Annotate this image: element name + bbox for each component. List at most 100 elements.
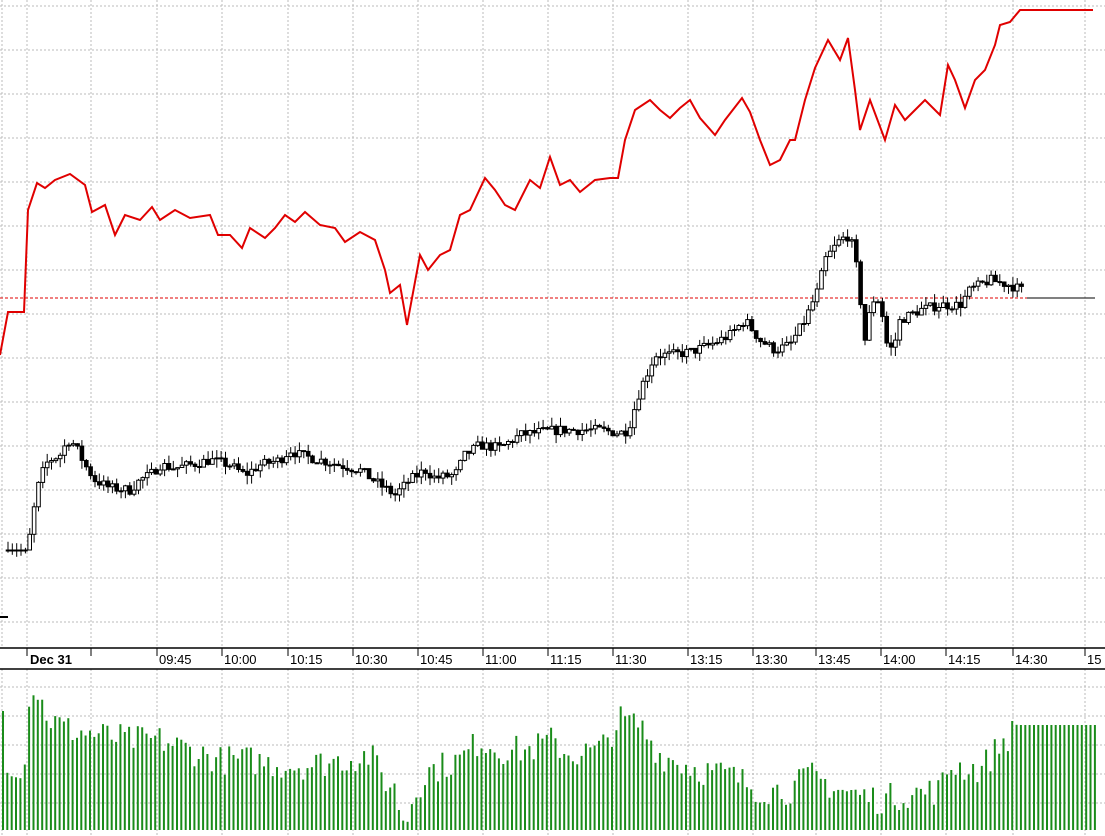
volume-bar bbox=[97, 733, 100, 830]
volume-bar bbox=[119, 724, 122, 830]
volume-bar bbox=[719, 762, 722, 830]
volume-bar bbox=[876, 813, 879, 830]
candle bbox=[271, 460, 276, 464]
candle bbox=[114, 483, 120, 492]
volume-bar bbox=[271, 776, 274, 830]
candle bbox=[92, 475, 98, 483]
candle bbox=[932, 302, 937, 312]
volume-bar bbox=[902, 803, 905, 830]
volume-bar bbox=[676, 764, 679, 830]
candle bbox=[118, 490, 124, 493]
volume-bar bbox=[415, 797, 418, 830]
candle bbox=[971, 285, 977, 288]
volume-bar bbox=[454, 754, 457, 830]
candle bbox=[871, 301, 877, 314]
candle bbox=[79, 445, 85, 461]
candle bbox=[697, 345, 703, 354]
candle bbox=[123, 485, 128, 492]
volume-bar bbox=[558, 757, 561, 830]
volume-bar bbox=[424, 785, 426, 830]
volume-bar bbox=[1067, 725, 1070, 830]
candle bbox=[636, 398, 642, 411]
candle bbox=[727, 330, 733, 341]
volume-bar bbox=[689, 775, 692, 830]
candle bbox=[397, 488, 402, 496]
candle bbox=[184, 461, 189, 466]
volume-bar bbox=[567, 755, 570, 830]
volume-bar bbox=[832, 791, 835, 830]
volume-bar bbox=[49, 728, 52, 830]
candle bbox=[419, 469, 424, 478]
volume-bar bbox=[249, 747, 252, 830]
candle bbox=[919, 307, 924, 316]
volume-bar bbox=[793, 780, 796, 830]
volume-bar bbox=[132, 747, 135, 830]
volume-bar bbox=[632, 713, 635, 830]
candle bbox=[445, 472, 450, 478]
volume-bar bbox=[724, 769, 727, 830]
volume-bar bbox=[310, 767, 313, 830]
candle bbox=[1010, 284, 1016, 292]
volume-bar bbox=[189, 746, 191, 830]
volume-bar bbox=[545, 734, 548, 830]
volume-bar bbox=[728, 767, 731, 830]
x-tick-label: 13:45 bbox=[818, 652, 851, 667]
candle bbox=[436, 475, 441, 479]
candle bbox=[471, 444, 476, 454]
volume-bar bbox=[276, 767, 278, 830]
volume-bar bbox=[989, 771, 992, 830]
candle bbox=[753, 330, 759, 339]
volume-bar bbox=[302, 779, 305, 830]
candle bbox=[175, 467, 180, 470]
candle bbox=[284, 456, 289, 464]
candle bbox=[623, 430, 629, 437]
volume-bar bbox=[280, 777, 283, 830]
volume-bar bbox=[584, 743, 587, 830]
candle bbox=[849, 239, 855, 242]
candle bbox=[540, 427, 546, 430]
candle bbox=[762, 341, 768, 345]
volume-bar bbox=[202, 746, 205, 830]
candle bbox=[793, 334, 798, 343]
volume-bar bbox=[506, 760, 509, 830]
volume-bar bbox=[524, 749, 526, 830]
volume-bar bbox=[606, 737, 609, 830]
volume-bar bbox=[950, 770, 953, 830]
candle bbox=[332, 463, 337, 466]
candle bbox=[875, 301, 881, 304]
volume-bar bbox=[210, 771, 213, 830]
candle bbox=[984, 281, 990, 286]
candle bbox=[62, 445, 67, 456]
candle bbox=[31, 506, 37, 535]
candle bbox=[671, 349, 676, 353]
candle bbox=[819, 270, 824, 290]
volume-bar bbox=[458, 754, 461, 830]
volume-bar bbox=[58, 717, 61, 830]
candle bbox=[836, 239, 842, 246]
volume-bar bbox=[750, 789, 753, 830]
volume-bar bbox=[998, 753, 1001, 830]
candle bbox=[475, 441, 481, 446]
candle bbox=[144, 472, 150, 479]
candle bbox=[375, 478, 381, 482]
x-tick-label: 10:30 bbox=[355, 652, 388, 667]
candle bbox=[767, 342, 772, 345]
candle bbox=[523, 430, 529, 436]
volume-bar bbox=[428, 767, 431, 830]
volume-bar bbox=[406, 821, 409, 830]
volume-bar bbox=[149, 738, 152, 830]
candle bbox=[201, 458, 206, 468]
candle bbox=[688, 347, 694, 350]
candle bbox=[105, 480, 111, 488]
volume-bar bbox=[954, 774, 957, 830]
comparison-line bbox=[0, 9, 1093, 356]
time-axis: Dec 31 09:45 10:00 10:15 10:30 10:45 11:00 11:1… bbox=[0, 647, 1105, 670]
volume-bar bbox=[976, 782, 979, 830]
candle bbox=[358, 468, 363, 473]
volume-bar bbox=[880, 813, 883, 830]
volume-bar bbox=[1024, 725, 1027, 830]
volume-bar bbox=[67, 718, 70, 830]
volume-bar bbox=[476, 756, 479, 830]
volume-bar bbox=[911, 795, 914, 830]
candle bbox=[84, 460, 89, 468]
